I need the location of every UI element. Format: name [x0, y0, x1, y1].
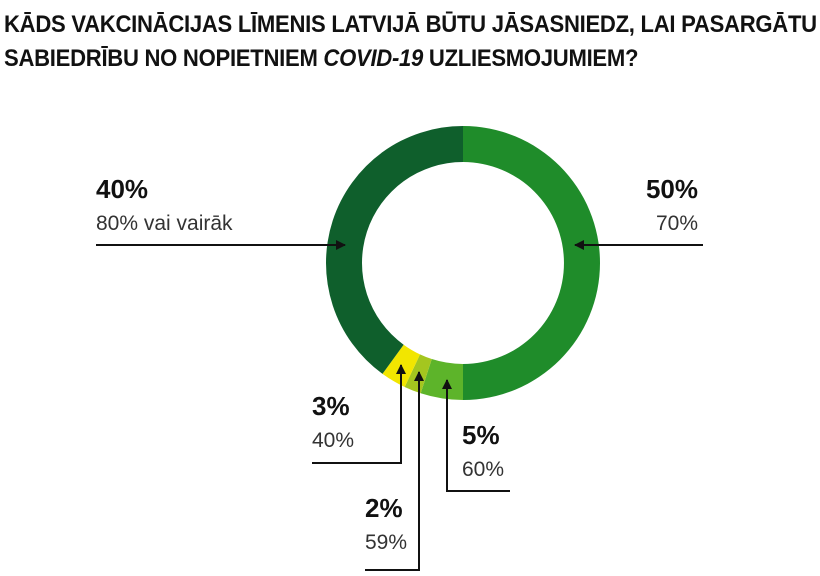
- slice-category-label-0: 70%: [656, 212, 698, 235]
- slice-category-label-3: 40%: [312, 429, 354, 452]
- slice-category-label-2: 59%: [365, 531, 407, 554]
- title-line-1: KĀDS VAKCINĀCIJAS LĪMENIS LATVIJĀ BŪTU J…: [4, 11, 817, 38]
- donut-slice-0: [463, 126, 600, 400]
- callout-2: 2%59%: [365, 371, 424, 571]
- slice-category-label-4: 80% vai vairāk: [96, 212, 233, 235]
- slice-category-label-1: 60%: [462, 458, 504, 481]
- title-line-2: SABIEDRĪBU NO NOPIETNIEM COVID-19 UZLIES…: [4, 42, 751, 76]
- donut-slice-1: [420, 359, 463, 400]
- callout-arrow-1: [442, 379, 510, 492]
- callout-3: 3%40%: [312, 364, 406, 464]
- callout-arrow-2: [365, 371, 424, 571]
- slice-value-label-3: 3%: [312, 391, 350, 421]
- slice-value-label-0: 50%: [646, 174, 698, 204]
- slice-value-label-2: 2%: [365, 493, 403, 523]
- callout-arrow-3: [312, 364, 406, 464]
- chart-title: KĀDS VAKCINĀCIJAS LĪMENIS LATVIJĀ BŪTU J…: [4, 8, 817, 76]
- title-line-2-end: UZLIESMOJUMIEM?: [423, 45, 639, 72]
- slice-value-label-4: 40%: [96, 174, 148, 204]
- callout-1: 5%60%: [442, 379, 510, 492]
- title-line-2-start: SABIEDRĪBU NO NOPIETNIEM: [4, 45, 324, 72]
- donut-slice-4: [326, 126, 463, 374]
- title-line-2-italic: COVID-19: [323, 45, 424, 72]
- callout-4: 40% 80% vai vairāk: [96, 174, 346, 250]
- callouts: 50%70%5%60%2%59%3%40%40%80% vai vairāk: [96, 174, 703, 571]
- slice-value-label-1: 5%: [462, 420, 500, 450]
- donut-slices: [326, 126, 600, 400]
- callout-0: 50%70%: [574, 174, 703, 250]
